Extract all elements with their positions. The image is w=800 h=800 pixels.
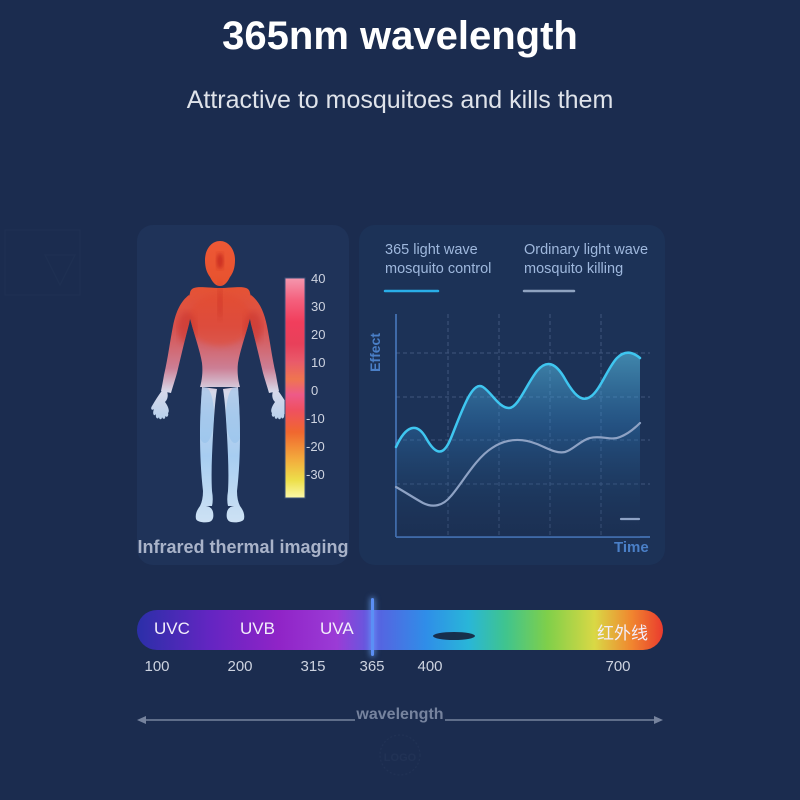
svg-text:LOGO: LOGO: [384, 752, 417, 764]
